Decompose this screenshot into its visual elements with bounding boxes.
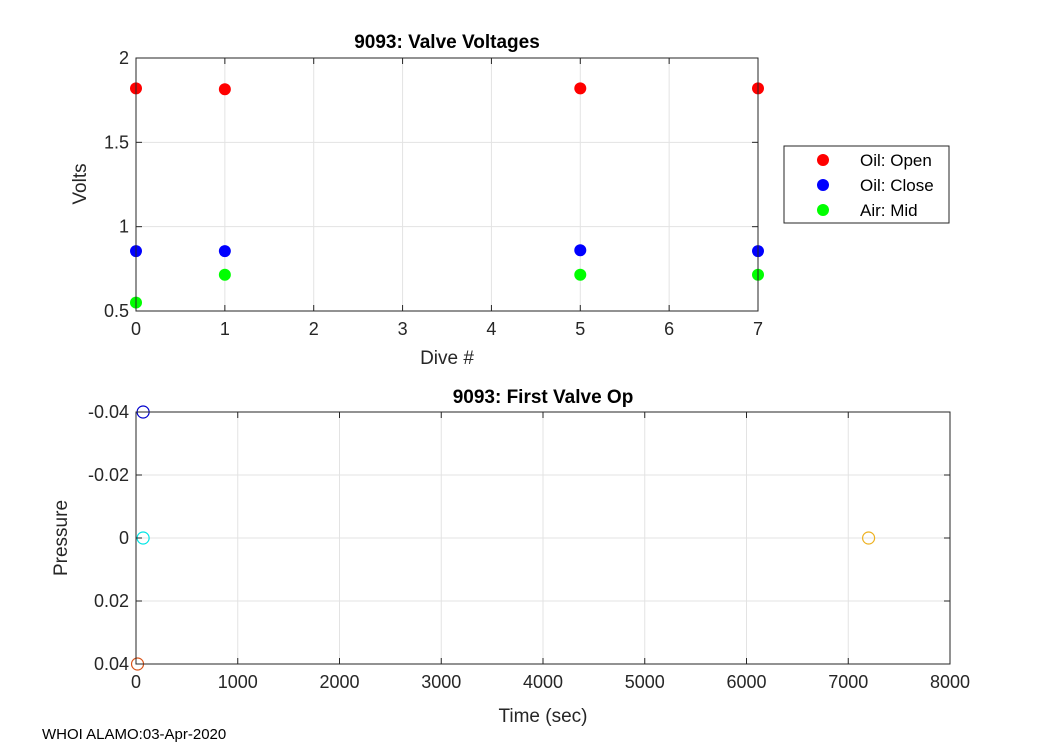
x-tick-label: 5000: [625, 672, 665, 692]
footer-text: WHOI ALAMO:03-Apr-2020: [42, 726, 227, 743]
chart1-point-series-0-1: [218, 83, 231, 96]
y-tick-label: -0.02: [88, 465, 129, 485]
chart1-y-tick-labels: 0.5 1 1.5 2: [104, 48, 129, 321]
x-tick-label: 5: [575, 319, 585, 339]
chart1-point-series-2-2: [574, 268, 587, 281]
chart1-ticks: [135, 57, 759, 312]
y-tick-label: 0.5: [104, 301, 129, 321]
y-tick-label: 0: [119, 528, 129, 548]
y-tick-label: 0.04: [94, 654, 129, 674]
x-tick-label: 3: [398, 319, 408, 339]
y-tick-label: 1: [119, 217, 129, 237]
chart1-axes-box: [135, 57, 759, 312]
chart1-point-series-1-1: [218, 245, 231, 258]
chart1-point-series-2-1: [218, 268, 231, 281]
chart1-y-axis-label: Volts: [70, 163, 91, 204]
chart2-x-tick-labels: 0 1000 2000 3000 4000 5000 6000 7000 8000: [131, 672, 970, 692]
legend-marker-1: [817, 179, 829, 191]
x-tick-label: 7000: [828, 672, 868, 692]
x-tick-label: 4: [486, 319, 496, 339]
legend-box: [783, 145, 950, 224]
x-tick-label: 3000: [421, 672, 461, 692]
y-tick-label: 2: [119, 48, 129, 68]
legend-label-2: Air: Mid: [860, 201, 918, 220]
chart1-plot-area: [136, 58, 758, 311]
legend-marker-0: [817, 154, 829, 166]
chart1-point-series-1-2: [574, 244, 587, 257]
y-tick-label: 0.02: [94, 591, 129, 611]
x-tick-label: 2000: [319, 672, 359, 692]
chart1-point-series-0-2: [574, 82, 587, 95]
chart2-point-series-3-0: [861, 531, 876, 545]
chart2-x-axis-label: Time (sec): [498, 706, 587, 727]
x-tick-label: 2: [309, 319, 319, 339]
x-tick-label: 6000: [726, 672, 766, 692]
chart2-y-axis-label: Pressure: [51, 500, 72, 576]
valve-voltages-chart: 0 1 2 3 4 5 6 7 0.5 1 1.5 2 9093: Valve Voltages D…: [70, 32, 950, 369]
y-tick-label: -0.04: [88, 402, 129, 422]
chart2-title: 9093: First Valve Op: [453, 387, 634, 408]
chart2-ticks: [135, 411, 951, 665]
x-tick-label: 7: [753, 319, 763, 339]
x-tick-label: 4000: [523, 672, 563, 692]
x-tick-label: 8000: [930, 672, 970, 692]
x-tick-label: 1: [220, 319, 230, 339]
x-tick-label: 0: [131, 319, 141, 339]
chart2-y-tick-labels: -0.04 -0.02 0 0.02 0.04: [88, 402, 129, 674]
chart1-x-axis-label: Dive #: [420, 348, 474, 369]
chart1-x-tick-labels: 0 1 2 3 4 5 6 7: [131, 319, 763, 339]
chart1-markers: [130, 82, 764, 309]
legend-label-0: Oil: Open: [860, 151, 932, 170]
x-tick-label: 0: [131, 672, 141, 692]
chart1-legend: Oil: Open Oil: Close Air: Mid: [783, 145, 950, 224]
legend-label-1: Oil: Close: [860, 176, 934, 195]
chart1-title: 9093: Valve Voltages: [354, 32, 540, 53]
x-tick-label: 1000: [218, 672, 258, 692]
y-tick-label: 1.5: [104, 132, 129, 152]
x-tick-label: 6: [664, 319, 674, 339]
legend-marker-2: [817, 204, 829, 216]
first-valve-op-chart: 0 1000 2000 3000 4000 5000 6000 7000 8000 -0.04-…: [51, 387, 970, 727]
